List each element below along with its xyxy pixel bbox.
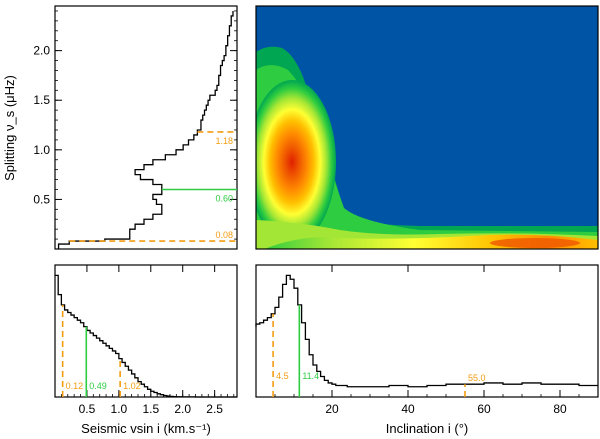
vsini-tick-label: 1.5 bbox=[142, 402, 159, 416]
inclination-histogram-line bbox=[255, 274, 598, 388]
panel-heatmap bbox=[255, 5, 599, 250]
vsini-marker-label: 1.02 bbox=[123, 381, 141, 391]
splitting-marker-label: 1.18 bbox=[215, 136, 233, 146]
panel-vsini-histogram: 0.5 1.0 1.5 2.0 2.5 0.12 0.49 1.02 Seismic vsi… bbox=[54, 264, 238, 436]
vsini-tick-label: 1.0 bbox=[111, 402, 128, 416]
heatmap-peak-main bbox=[256, 80, 336, 244]
inclination-marker-label: 55.0 bbox=[468, 373, 486, 383]
vsini-marker-label: 0.12 bbox=[66, 381, 84, 391]
splitting-marker-label: 0.60 bbox=[215, 193, 233, 203]
inclination-marker-label: 11.4 bbox=[302, 371, 319, 381]
splitting-axis-label: Splitting ν_s (μHz) bbox=[2, 75, 17, 181]
vsini-marker-label: 0.49 bbox=[89, 381, 107, 391]
vsini-tick-label: 0.5 bbox=[79, 402, 96, 416]
panel-inclination-histogram: 20 40 60 80 4.5 11.4 55.0 Inclination i (°) bbox=[255, 264, 599, 436]
panel-splitting-histogram: 0.5 1.0 1.5 2.0 1.18 0.60 0.08 Splitting ν_s … bbox=[2, 5, 238, 250]
splitting-histogram-line bbox=[57, 10, 234, 249]
heatmap-contour-mid bbox=[256, 65, 598, 249]
inclination-tick-label: 40 bbox=[401, 402, 415, 416]
vsini-tick-label: 2.5 bbox=[206, 402, 223, 416]
splitting-tick-label: 1.0 bbox=[33, 143, 50, 157]
inclination-axis-label: Inclination i (°) bbox=[386, 421, 469, 436]
inclination-tick-label: 60 bbox=[477, 402, 491, 416]
splitting-tick-label: 1.5 bbox=[33, 93, 50, 107]
inclination-marker-label: 4.5 bbox=[276, 371, 289, 381]
splitting-tick-label: 0.5 bbox=[33, 192, 50, 206]
vsini-histogram-line bbox=[55, 274, 237, 398]
splitting-marker-label: 0.08 bbox=[215, 230, 233, 240]
panel-c-frame bbox=[54, 264, 238, 398]
panel-d-frame bbox=[255, 264, 599, 398]
vsini-axis-label: Seismic vsin i (km.s⁻¹) bbox=[81, 421, 211, 436]
panel-a-frame bbox=[54, 5, 238, 250]
vsini-tick-label: 2.0 bbox=[174, 402, 191, 416]
panel-b-frame bbox=[255, 5, 599, 250]
splitting-tick-label: 2.0 bbox=[33, 44, 50, 58]
inclination-tick-label: 80 bbox=[553, 402, 567, 416]
inclination-tick-label: 20 bbox=[325, 402, 339, 416]
heatmap-peak-secondary bbox=[490, 238, 580, 248]
